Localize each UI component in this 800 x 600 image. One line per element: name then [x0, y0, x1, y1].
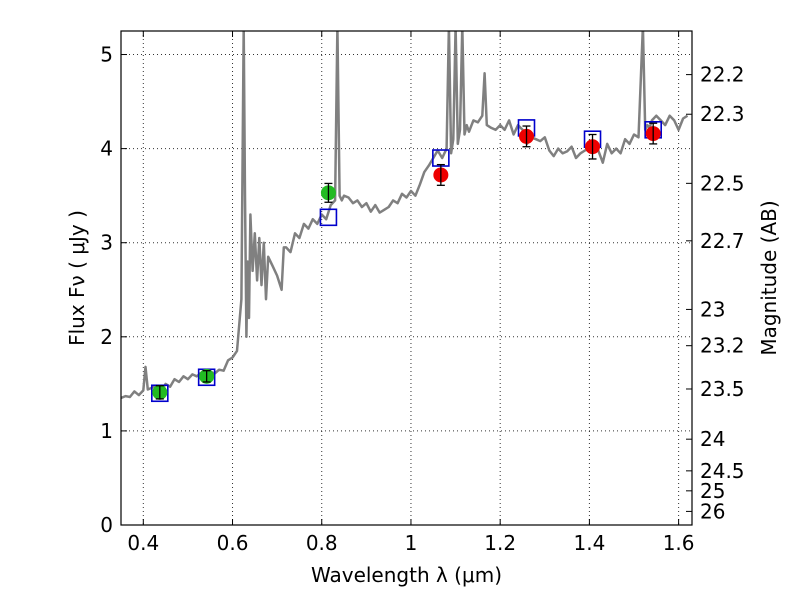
ticks-layer: 0.4 0.6 0.8 1 1.2 1.4 1.601234522.222.322.522.… — [100, 31, 745, 555]
mag-tick-label: 25 — [700, 479, 725, 503]
mag-tick-label: 22.3 — [700, 102, 745, 126]
photometry-point — [645, 122, 661, 145]
photometry-point — [518, 125, 534, 148]
model-square-marker — [319, 208, 338, 227]
mag-tick-label: 22.5 — [700, 171, 745, 195]
spectrum-line — [121, 31, 689, 400]
mag-tick-label: 22.2 — [700, 63, 745, 87]
photometry-point — [585, 133, 601, 160]
y-axis-label: Flux Fν ( μJy ) — [65, 210, 89, 346]
y-tick-label: 5 — [100, 43, 113, 67]
x-tick-label: 0.8 — [306, 531, 338, 555]
mag-tick-label: 26 — [700, 499, 725, 523]
y-tick-label: 4 — [100, 137, 113, 161]
y-tick-label: 1 — [100, 419, 113, 443]
y-tick-label: 0 — [100, 513, 113, 537]
mag-tick-label: 22.7 — [700, 229, 745, 253]
y-tick-label: 2 — [100, 325, 113, 349]
photometry-point — [320, 182, 336, 203]
right-axis-label: Magnitude (AB) — [757, 200, 781, 355]
photometry-point — [199, 368, 215, 384]
mag-tick-label: 23.2 — [700, 334, 745, 358]
spectrum-layer — [121, 31, 689, 400]
x-tick-label: 1.4 — [573, 531, 605, 555]
x-axis-label: Wavelength λ (μm) — [311, 563, 502, 587]
grid-lines — [121, 31, 692, 526]
points-layer — [151, 119, 662, 403]
mag-tick-label: 23 — [700, 297, 725, 321]
mag-tick-label: 23.5 — [700, 377, 745, 401]
photometry-point — [433, 163, 449, 186]
mag-tick-label: 24.5 — [700, 459, 745, 483]
x-tick-label: 0.6 — [217, 531, 249, 555]
mag-tick-label: 24 — [700, 427, 725, 451]
y-tick-label: 3 — [100, 231, 113, 255]
photometry-point — [152, 384, 168, 400]
plot-frame — [120, 30, 693, 526]
x-tick-label: 0.4 — [127, 531, 159, 555]
x-tick-label: 1.6 — [663, 531, 695, 555]
x-tick-label: 1.2 — [484, 531, 516, 555]
x-tick-label: 1 — [405, 531, 418, 555]
